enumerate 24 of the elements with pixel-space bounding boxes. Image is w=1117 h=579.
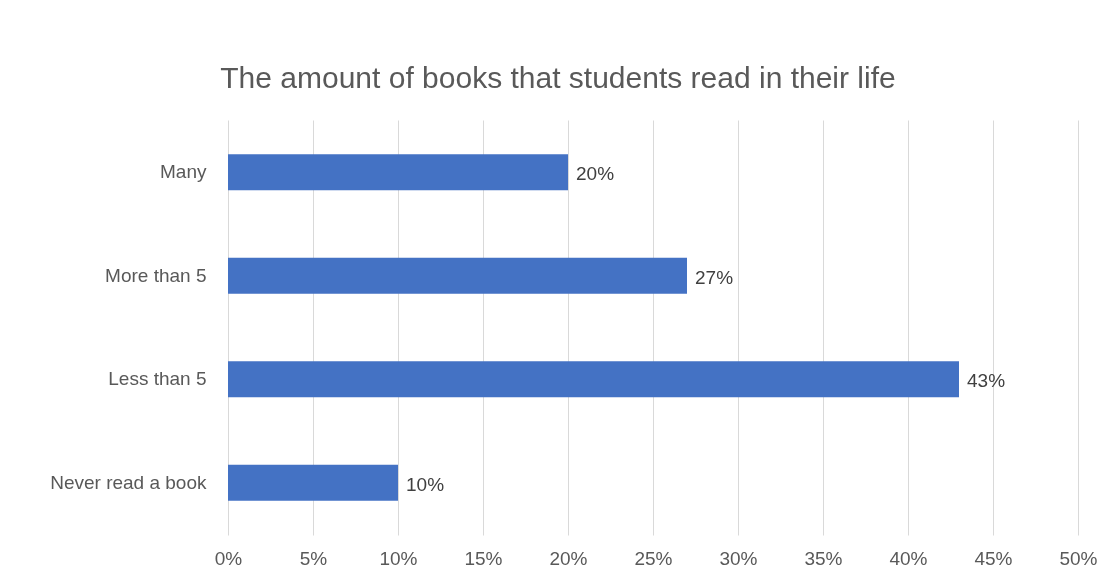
bar <box>228 464 398 501</box>
y-tick-label: Never read a book <box>50 471 207 493</box>
y-tick-label: Many <box>160 161 207 183</box>
data-label: 27% <box>695 266 734 288</box>
x-tick-label: 10% <box>379 547 418 569</box>
chart-title: The amount of books that students read in their life <box>220 61 896 94</box>
x-tick-label: 5% <box>299 547 328 569</box>
x-tick-label: 30% <box>719 547 758 569</box>
x-tick-label: 20% <box>549 547 588 569</box>
bar <box>228 361 959 398</box>
data-label: 20% <box>576 163 615 185</box>
bar <box>228 154 568 191</box>
x-tick-label: 25% <box>634 547 673 569</box>
x-tick-label: 50% <box>1059 547 1098 569</box>
x-tick-label: 40% <box>889 547 928 569</box>
x-tick-label: 15% <box>464 547 503 569</box>
bar <box>228 257 687 294</box>
data-label: 43% <box>967 370 1006 392</box>
x-tick-label: 0% <box>214 547 243 569</box>
x-tick-label: 35% <box>804 547 843 569</box>
data-label: 10% <box>406 473 445 495</box>
x-tick-label: 45% <box>974 547 1013 569</box>
y-tick-label: Less than 5 <box>108 368 207 390</box>
y-tick-label: More than 5 <box>105 264 207 286</box>
